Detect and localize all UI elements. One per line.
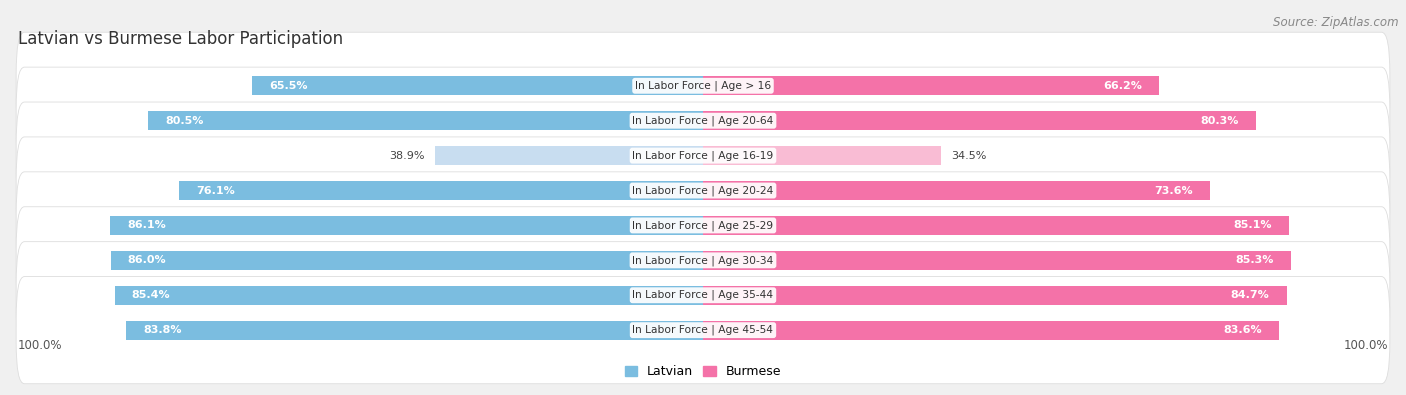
Bar	[110, 216, 703, 235]
Bar	[115, 286, 703, 305]
Text: 66.2%: 66.2%	[1102, 81, 1142, 91]
Text: 86.1%: 86.1%	[127, 220, 166, 230]
Text: In Labor Force | Age 16-19: In Labor Force | Age 16-19	[633, 150, 773, 161]
Text: 38.9%: 38.9%	[389, 150, 425, 161]
Bar	[125, 321, 703, 340]
Bar	[703, 216, 1289, 235]
Text: In Labor Force | Age 25-29: In Labor Force | Age 25-29	[633, 220, 773, 231]
Legend: Latvian, Burmese: Latvian, Burmese	[620, 360, 786, 384]
Bar	[434, 146, 703, 165]
Text: 65.5%: 65.5%	[269, 81, 308, 91]
Bar	[703, 321, 1279, 340]
Text: 83.8%: 83.8%	[143, 325, 181, 335]
Text: 80.3%: 80.3%	[1201, 116, 1239, 126]
Text: 85.3%: 85.3%	[1234, 255, 1274, 265]
Bar	[179, 181, 703, 200]
Text: 85.4%: 85.4%	[132, 290, 170, 300]
Text: 100.0%: 100.0%	[1344, 339, 1389, 352]
Text: In Labor Force | Age 35-44: In Labor Force | Age 35-44	[633, 290, 773, 301]
Text: 86.0%: 86.0%	[128, 255, 166, 265]
FancyBboxPatch shape	[15, 172, 1391, 279]
Text: Latvian vs Burmese Labor Participation: Latvian vs Burmese Labor Participation	[17, 30, 343, 48]
Text: In Labor Force | Age 20-64: In Labor Force | Age 20-64	[633, 115, 773, 126]
Bar	[703, 181, 1211, 200]
Text: 80.5%: 80.5%	[166, 116, 204, 126]
Bar	[252, 76, 703, 96]
Text: In Labor Force | Age 30-34: In Labor Force | Age 30-34	[633, 255, 773, 265]
FancyBboxPatch shape	[15, 67, 1391, 174]
Text: In Labor Force | Age > 16: In Labor Force | Age > 16	[636, 81, 770, 91]
FancyBboxPatch shape	[15, 102, 1391, 209]
Text: 83.6%: 83.6%	[1223, 325, 1261, 335]
Bar	[111, 251, 703, 270]
Text: 34.5%: 34.5%	[950, 150, 987, 161]
Bar	[149, 111, 703, 130]
Bar	[703, 251, 1291, 270]
Bar	[703, 111, 1256, 130]
Text: 84.7%: 84.7%	[1230, 290, 1270, 300]
FancyBboxPatch shape	[15, 32, 1391, 139]
Text: In Labor Force | Age 45-54: In Labor Force | Age 45-54	[633, 325, 773, 335]
FancyBboxPatch shape	[15, 207, 1391, 314]
Text: 100.0%: 100.0%	[17, 339, 62, 352]
FancyBboxPatch shape	[15, 276, 1391, 384]
Bar	[703, 76, 1159, 96]
Bar	[703, 286, 1286, 305]
Text: Source: ZipAtlas.com: Source: ZipAtlas.com	[1274, 16, 1399, 29]
Text: 73.6%: 73.6%	[1154, 186, 1192, 196]
FancyBboxPatch shape	[15, 137, 1391, 244]
FancyBboxPatch shape	[15, 242, 1391, 349]
Bar	[703, 146, 941, 165]
Text: 76.1%: 76.1%	[195, 186, 235, 196]
Text: 85.1%: 85.1%	[1233, 220, 1272, 230]
Text: In Labor Force | Age 20-24: In Labor Force | Age 20-24	[633, 185, 773, 196]
